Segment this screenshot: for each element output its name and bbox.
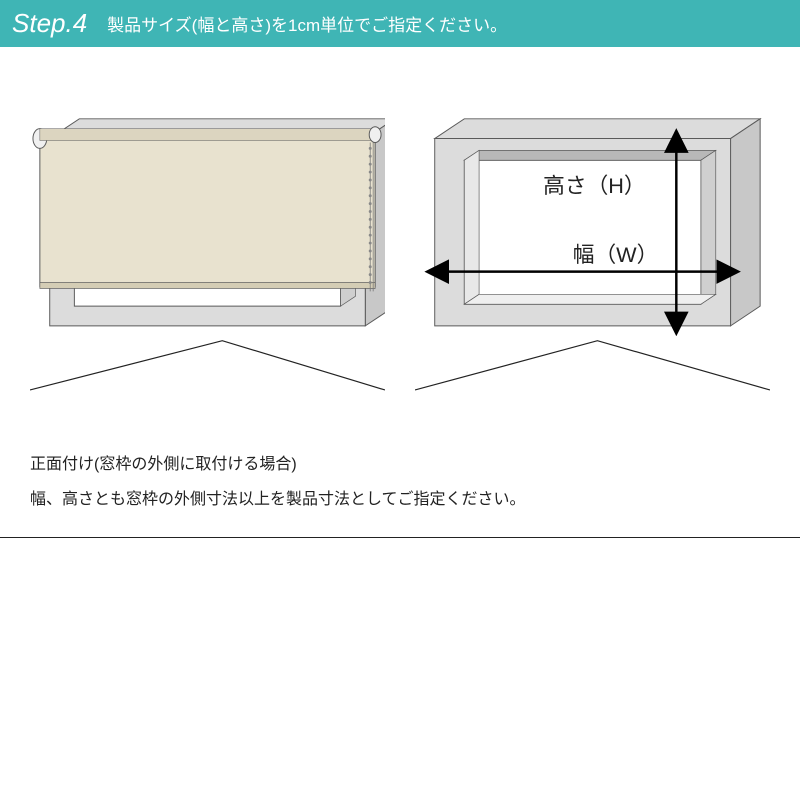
step-title: 製品サイズ(幅と高さ)を1cm単位でご指定ください。 xyxy=(107,11,507,36)
diagram-container: 高さ（H） 幅（W） xyxy=(0,47,800,427)
step-number: Step.4 xyxy=(12,8,87,39)
desc-line-1: 正面付け(窓枠の外側に取付ける場合) xyxy=(30,447,770,482)
divider xyxy=(0,537,800,538)
description-block: 正面付け(窓枠の外側に取付ける場合) 幅、高さとも窓枠の外側寸法以上を製品寸法と… xyxy=(0,427,800,527)
diagram-blind xyxy=(30,97,385,397)
diagram-measure: 高さ（H） 幅（W） xyxy=(415,97,770,397)
desc-line-2: 幅、高さとも窓枠の外側寸法以上を製品寸法としてご指定ください。 xyxy=(30,482,770,517)
label-width: 幅（W） xyxy=(573,242,659,267)
step-header: Step.4 製品サイズ(幅と高さ)を1cm単位でご指定ください。 xyxy=(0,0,800,47)
label-height: 高さ（H） xyxy=(543,173,645,198)
